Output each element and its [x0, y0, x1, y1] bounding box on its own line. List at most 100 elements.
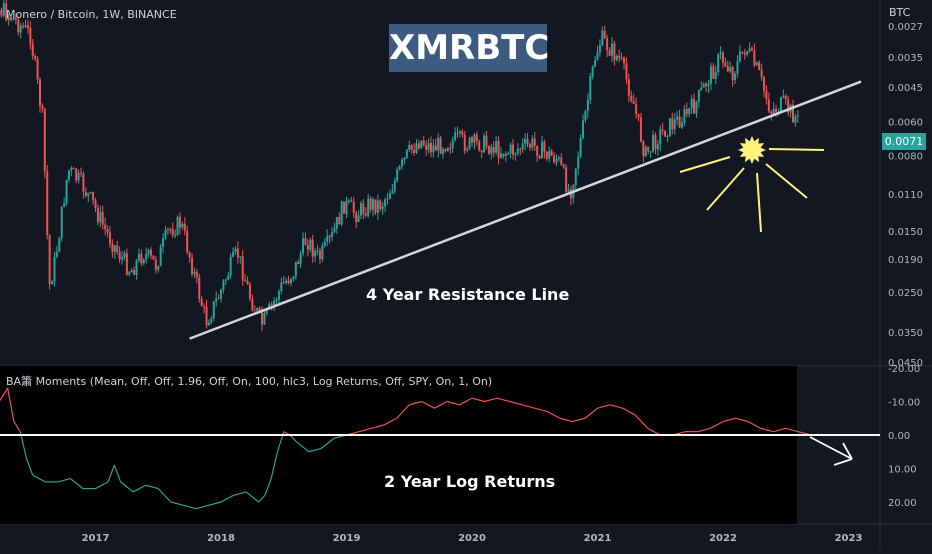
candle-body-128	[277, 291, 280, 300]
candle-body-235	[536, 145, 539, 157]
price-tick-5: 0.0080	[888, 152, 923, 163]
candle-body-118	[253, 310, 256, 312]
candle-body-303	[700, 87, 703, 90]
candle-body-41	[67, 170, 70, 180]
candle-body-257	[589, 76, 592, 100]
candle-body-196	[442, 149, 445, 154]
symbol-header[interactable]: Monero / Bitcoin, 1W, BINANCE	[6, 8, 177, 21]
candle-body-285	[656, 144, 659, 150]
candle-body-91	[188, 252, 191, 258]
candle-body-212	[480, 150, 483, 153]
candle-body-317	[734, 73, 737, 81]
candle-body-291	[671, 118, 674, 130]
candle-body-334	[775, 108, 778, 112]
candle-body-176	[393, 180, 396, 192]
candle-body-127	[275, 299, 278, 301]
price-tick-11: 0.0450	[888, 358, 923, 369]
indicator-tick-0: -20.00	[888, 364, 920, 375]
candle-body-302	[697, 89, 700, 102]
candle-body-217	[492, 146, 495, 153]
candle-body-161	[357, 215, 360, 222]
indicator-segment-40	[396, 404, 410, 419]
candle-body-74	[147, 249, 150, 254]
candle-body-23	[24, 25, 27, 28]
candle-body-49	[87, 193, 90, 196]
indicator-segment-2	[0, 387, 9, 402]
forecast-arrow-head-b	[833, 458, 853, 466]
candle-body-183	[410, 144, 413, 150]
candle-body-237	[540, 141, 543, 159]
candle-body-139	[304, 238, 307, 245]
candle-body-125	[270, 303, 273, 305]
candle-body-305	[705, 83, 708, 87]
candle-body-256	[586, 99, 589, 111]
candle-body-143	[314, 251, 317, 257]
indicator-segment-25	[245, 491, 260, 503]
candle-body-146	[321, 245, 324, 260]
candle-body-320	[741, 51, 744, 54]
candle-body-206	[466, 148, 469, 151]
candle-body-230	[524, 138, 527, 144]
candle-body-58	[108, 232, 111, 244]
candle-body-270	[620, 57, 623, 59]
candle-body-169	[376, 200, 379, 213]
candle-body-186	[417, 143, 420, 149]
candle-body-21	[19, 25, 22, 33]
candle-body-202	[456, 132, 459, 134]
candle-body-106	[224, 279, 227, 281]
candle-body-323	[748, 48, 751, 52]
candle-body-343	[796, 115, 799, 117]
indicator-segment-54	[572, 417, 586, 423]
candle-body-261	[598, 45, 601, 53]
candle-body-81	[164, 229, 167, 239]
price-tick-8: 0.0190	[888, 255, 923, 266]
candle-body-46	[80, 172, 83, 174]
candle-body-295	[680, 122, 683, 128]
candle-body-331	[767, 99, 770, 112]
candle-body-220	[499, 153, 502, 158]
trendline-label: 4 Year Resistance Line	[366, 285, 570, 304]
candle-body-130	[282, 282, 285, 284]
candle-body-73	[145, 253, 148, 260]
indicator-segment-39	[383, 417, 397, 426]
candle-body-71	[140, 253, 143, 264]
candle-body-108	[229, 256, 232, 276]
candle-body-314	[726, 66, 729, 72]
candle-body-79	[159, 246, 162, 267]
candle-body-191	[429, 143, 432, 153]
candle-body-67	[130, 270, 133, 273]
indicator-segment-20	[183, 504, 197, 510]
candle-body-173	[386, 198, 389, 200]
candle-body-20	[17, 19, 20, 33]
indicator-segment-37	[358, 427, 372, 433]
candle-body-179	[401, 159, 404, 167]
candle-body-158	[350, 200, 353, 202]
candle-body-209	[473, 134, 476, 143]
candle-body-198	[446, 147, 449, 151]
indicator-segment-6	[25, 458, 34, 476]
candle-body-101	[212, 301, 215, 319]
candle-body-42	[70, 168, 73, 171]
candle-body-18	[12, 18, 15, 21]
indicator-header[interactable]: BA簫 Moments (Mean, Off, Off, 1.96, Off, …	[6, 375, 493, 388]
candle-body-299	[690, 98, 693, 109]
candle-body-330	[765, 90, 768, 100]
candle-body-31	[43, 108, 46, 172]
candle-body-59	[111, 243, 114, 252]
indicator-segment-12	[95, 481, 109, 490]
candle-body-199	[449, 147, 452, 149]
candle-body-85	[174, 234, 177, 236]
indicator-segment-26	[258, 494, 266, 503]
candle-body-164	[364, 213, 367, 216]
candle-body-336	[779, 97, 782, 112]
candle-body-24	[26, 25, 29, 28]
candle-body-167	[372, 199, 375, 210]
candle-body-122	[263, 313, 266, 325]
indicator-segment-7	[32, 474, 46, 483]
candle-body-292	[673, 119, 676, 130]
candle-body-222	[504, 153, 507, 157]
candle-body-94	[195, 271, 198, 278]
indicator-segment-52	[547, 411, 561, 419]
candle-body-121	[261, 309, 264, 325]
indicator-segment-13	[107, 464, 115, 483]
